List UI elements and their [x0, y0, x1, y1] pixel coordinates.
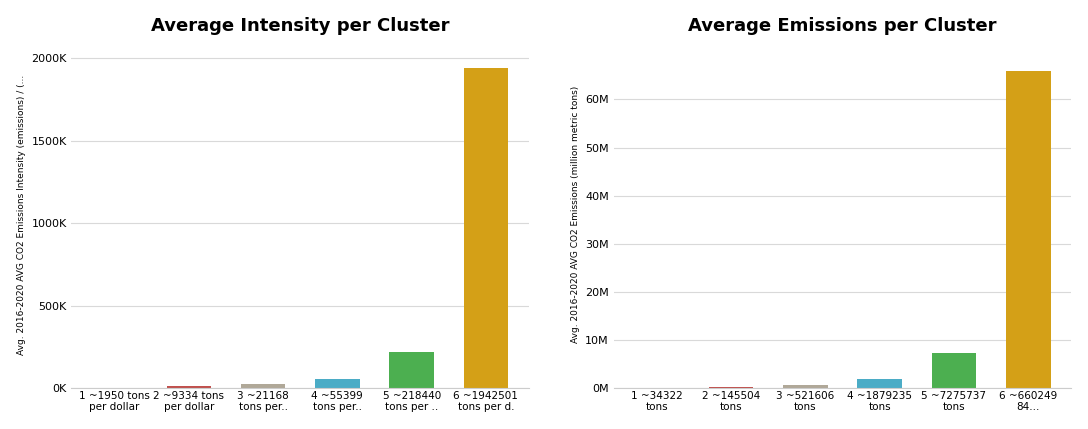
Title: Average Intensity per Cluster: Average Intensity per Cluster — [151, 17, 449, 35]
Bar — [1006, 70, 1051, 388]
Bar — [463, 68, 508, 388]
Y-axis label: Avg. 2016-2020 AVG CO2 Emissions Intensity (emissions) / (...: Avg. 2016-2020 AVG CO2 Emissions Intensi… — [16, 75, 26, 355]
Bar — [240, 384, 285, 388]
Bar — [857, 379, 902, 388]
Bar — [166, 387, 211, 388]
Bar — [783, 385, 828, 388]
Bar — [316, 379, 360, 388]
Title: Average Emissions per Cluster: Average Emissions per Cluster — [689, 17, 997, 35]
Bar — [931, 353, 976, 388]
Bar — [390, 352, 434, 388]
Y-axis label: Avg. 2016-2020 AVG CO2 Emissions (million metric tons): Avg. 2016-2020 AVG CO2 Emissions (millio… — [570, 86, 580, 344]
Bar — [709, 387, 754, 388]
